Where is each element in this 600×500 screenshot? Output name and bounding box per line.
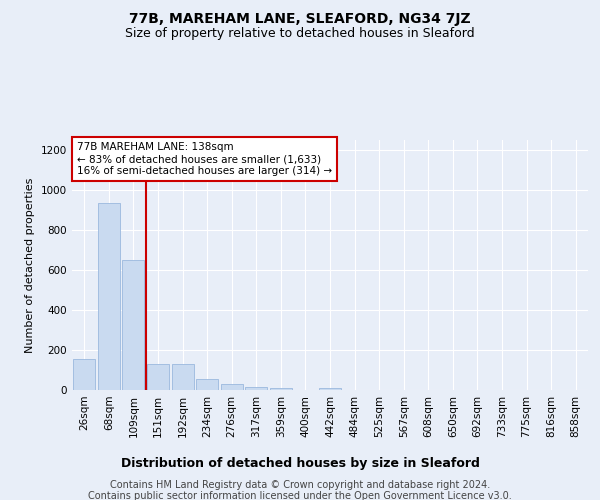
Bar <box>196 378 218 390</box>
Y-axis label: Number of detached properties: Number of detached properties <box>25 178 35 352</box>
Bar <box>147 364 169 390</box>
Text: 77B, MAREHAM LANE, SLEAFORD, NG34 7JZ: 77B, MAREHAM LANE, SLEAFORD, NG34 7JZ <box>129 12 471 26</box>
Bar <box>98 203 120 390</box>
Text: Size of property relative to detached houses in Sleaford: Size of property relative to detached ho… <box>125 28 475 40</box>
Text: Contains HM Land Registry data © Crown copyright and database right 2024.: Contains HM Land Registry data © Crown c… <box>110 480 490 490</box>
Text: Contains public sector information licensed under the Open Government Licence v3: Contains public sector information licen… <box>88 491 512 500</box>
Bar <box>270 388 292 390</box>
Bar <box>73 359 95 390</box>
Bar <box>319 388 341 390</box>
Bar <box>245 387 268 390</box>
Text: 77B MAREHAM LANE: 138sqm
← 83% of detached houses are smaller (1,633)
16% of sem: 77B MAREHAM LANE: 138sqm ← 83% of detach… <box>77 142 332 176</box>
Bar <box>172 364 194 390</box>
Bar <box>122 260 145 390</box>
Bar <box>221 384 243 390</box>
Text: Distribution of detached houses by size in Sleaford: Distribution of detached houses by size … <box>121 458 479 470</box>
